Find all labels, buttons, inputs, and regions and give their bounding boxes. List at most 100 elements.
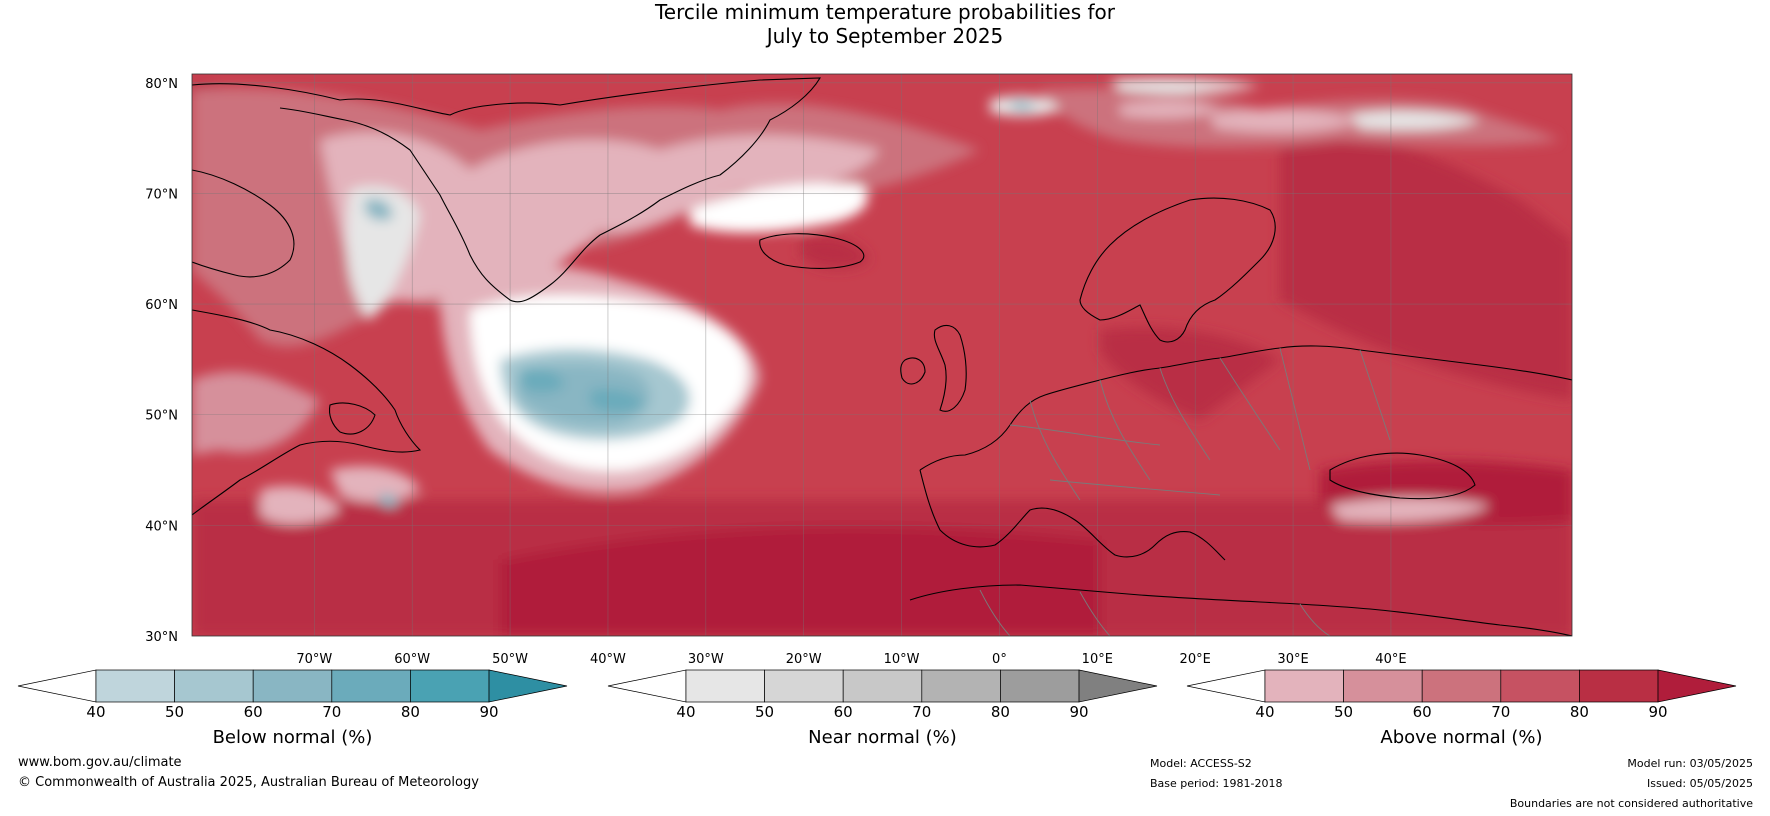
greenland-coast [192,77,821,303]
colorbar-tick-label: 80 [400,703,420,721]
country-borders [979,347,1391,636]
footer-disclaimer: Boundaries are not considered authoritat… [1509,797,1753,810]
colorbar-segment [1500,669,1580,703]
coastlines [192,77,1572,636]
colorbar-tick-label: 50 [165,703,185,721]
footer-model: Model: ACCESS-S2 [1150,757,1252,770]
colorbar-near [607,669,1158,703]
colorbar-segment [1264,669,1344,703]
footer-model-run: Model run: 03/05/2025 [1627,757,1753,770]
latitude-label: 30°N [145,630,178,645]
colorbar-extend-low [1186,669,1266,703]
colorbar-title-near: Near normal (%) [808,727,957,748]
border-line [1359,349,1391,441]
colorbar-tick-label: 90 [1069,703,1089,721]
colorbar-tick-label: 60 [1412,703,1432,721]
colorbar-title-below: Below normal (%) [212,727,373,748]
colorbar-tick-label: 60 [833,703,853,721]
footer-base-period: Base period: 1981-2018 [1150,777,1283,790]
colorbar-extend-low [607,669,687,703]
colorbar-segment [1000,669,1080,703]
colorbar-segment [921,669,1001,703]
scandinavia-coast [1079,197,1276,343]
great-britain-coast [933,324,967,412]
colorbar-above [1186,669,1737,703]
iceland-coast [759,233,865,269]
footer-website: www.bom.gov.au/climate [18,755,182,770]
colorbar-segment [174,669,254,703]
colorbar-tick-label: 40 [1255,703,1275,721]
longitude-label: 70°W [296,652,332,667]
longitude-labels: 70°W 60°W 50°W 40°W 30°W 20°W 10°W 0° 10°E 20°E 30… [296,652,1406,667]
colorbar-segment [1579,669,1659,703]
border-line [979,589,1011,636]
longitude-label: 20°E [1180,652,1211,667]
latitude-label: 70°N [145,187,178,202]
colorbar-segment [842,669,923,703]
colorbar-below [17,669,568,703]
colorbar-segment [252,669,333,703]
colorbar-extend-high [1657,669,1737,703]
colorbar-segment [764,669,844,703]
map-frame [191,73,1573,637]
colorbar-segment [331,669,411,703]
border-line [1099,379,1151,481]
longitude-label: 10°E [1082,652,1113,667]
border-line [1009,424,1161,446]
colorbar-segment [685,669,765,703]
border-line [1219,357,1281,451]
colorbar-tick-label: 50 [1334,703,1354,721]
colorbar-tick-label: 90 [479,703,499,721]
colorbar-title-above: Above normal (%) [1380,727,1543,748]
colorbar-segment [1421,669,1502,703]
latitude-label: 80°N [145,77,178,92]
colorbar-tick-label: 70 [322,703,342,721]
colorbar-extend-low [17,669,97,703]
colorbars [17,669,1737,703]
colorbar-segment [410,669,490,703]
mediterranean-north-coast [919,469,1226,561]
map-area [192,74,1572,636]
latitude-labels: 80°N 70°N 60°N 50°N 40°N 30°N [145,77,178,645]
black-sea-coast [1329,452,1476,500]
colorbar-tick-label: 80 [990,703,1010,721]
probability-contours [192,78,1572,636]
colorbar-tick-label: 70 [912,703,932,721]
map-title: Tercile minimum temperature probabilitie… [0,0,1770,48]
europe-north-coast [919,345,1572,471]
colorbar-segment [1343,669,1423,703]
longitude-label: 30°E [1277,652,1308,667]
border-line [1079,591,1111,636]
longitude-label: 40°E [1375,652,1406,667]
north-africa-coast [909,584,1572,636]
baffin-coast [192,169,295,278]
border-line [1279,347,1311,471]
border-line [1049,479,1221,496]
longitude-label: 50°W [492,652,528,667]
title-line-2: July to September 2025 [766,24,1004,48]
colorbar-tick-label: 50 [755,703,775,721]
latitude-label: 40°N [145,519,178,534]
longitude-label: 20°W [786,652,822,667]
colorbar-tick-label: 80 [1569,703,1589,721]
longitude-label: 60°W [394,652,430,667]
latitude-label: 60°N [145,298,178,313]
title-line-1: Tercile minimum temperature probabilitie… [654,0,1116,24]
colorbar-extend-high [1078,669,1158,703]
border-line [1159,367,1211,461]
colorbar-tick-label: 40 [86,703,106,721]
longitude-label: 40°W [590,652,626,667]
ireland-coast [900,357,926,385]
longitude-label: 10°W [884,652,920,667]
colorbar-segment [95,669,175,703]
longitude-label: 30°W [688,652,724,667]
longitude-label: 0° [992,652,1007,667]
newfoundland-coast [328,402,376,435]
labrador-coast [192,309,422,516]
colorbar-extend-high [488,669,568,703]
colorbar-tick-label: 40 [676,703,696,721]
footer-issued: Issued: 05/05/2025 [1646,777,1753,790]
colorbar-tick-label: 90 [1648,703,1668,721]
footer-copyright: © Commonwealth of Australia 2025, Austra… [18,775,479,790]
